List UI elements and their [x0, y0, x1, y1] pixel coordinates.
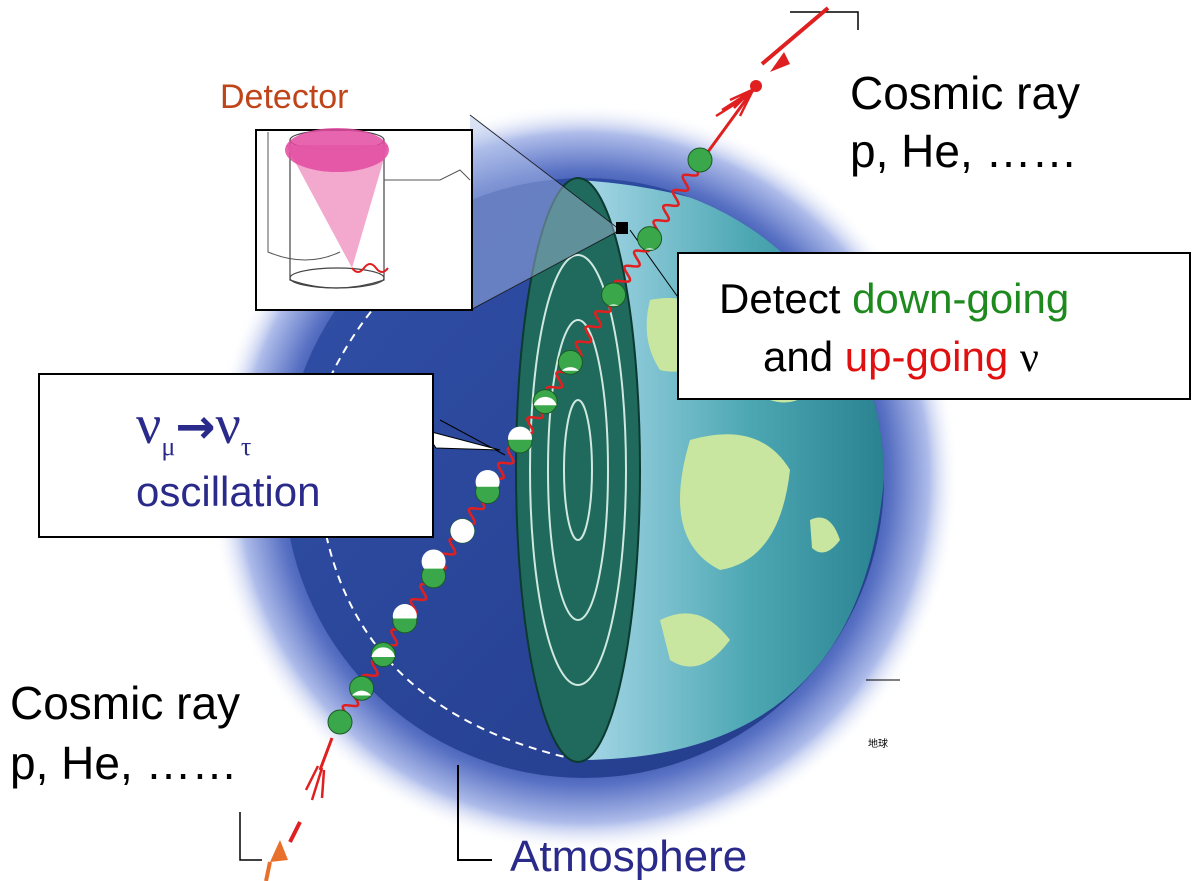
oscillation-formula: νμ→ντ: [136, 397, 251, 460]
detect-word: Detect: [719, 275, 841, 322]
cosmic-ray-top-line2: p, He, ……: [850, 125, 1078, 177]
neutrino-ball-icon: [601, 282, 627, 308]
detector-label: Detector: [220, 78, 349, 116]
nu-mu-symbol: ν: [136, 394, 162, 456]
detector-callout-wedge: [470, 115, 620, 310]
cosmic-ray-top-bracket: [790, 11, 859, 30]
tau-subscript: τ: [240, 432, 252, 462]
cosmic-ray-top-line1: Cosmic ray: [850, 67, 1081, 119]
mu-subscript: μ: [161, 432, 176, 462]
neutrino-ball-icon: [349, 675, 375, 701]
nu-tau-symbol: ν: [215, 394, 241, 456]
neutrino-ball-icon: [449, 518, 475, 544]
neutrino-symbol: ν: [1019, 335, 1039, 381]
oscillation-callout-box: νμ→ντ oscillation: [38, 373, 434, 538]
cosmic-ray-bottom-line2: p, He, ……: [10, 737, 238, 789]
neutrino-ball-icon: [507, 426, 533, 454]
detect-callout-box: Detect down-going and up-going ν: [677, 252, 1191, 400]
detector-marker: [616, 222, 628, 234]
island-nz: [810, 517, 840, 553]
neutrino-balls: [327, 147, 713, 735]
neutrino-ball-icon: [687, 147, 713, 173]
neutrino-ball-icon: [557, 349, 583, 375]
detect-line2: and up-going ν: [763, 333, 1039, 381]
atmosphere-bracket: [457, 765, 492, 861]
cosmic-ray-bottom-line1: Cosmic ray: [10, 677, 241, 729]
cosmic-ray-bottom-arrow: [264, 737, 334, 881]
and-word: and: [763, 333, 834, 380]
neutrino-ball-icon: [327, 709, 353, 735]
cosmic-ray-top-arrow: [700, 6, 830, 161]
continent-antarctica: [660, 613, 730, 667]
oscillation-arrow-icon: →: [175, 399, 216, 455]
map-small-label: 地球: [868, 739, 888, 750]
atmosphere-label: Atmosphere: [510, 832, 748, 881]
earth-cross-section: [515, 177, 641, 763]
neutrino-ball-icon: [421, 549, 447, 589]
earth-layer-outer-core: [547, 319, 609, 621]
earth-layer-mantle: [529, 254, 627, 686]
atmosphere-boundary-upper: [309, 259, 421, 431]
neutrino-ball-icon: [370, 642, 396, 668]
earth-layer-inner-core: [563, 399, 593, 541]
neutrino-ball-icon: [532, 389, 558, 415]
detector-inset: [255, 128, 473, 311]
neutrino-ball-icon: [637, 226, 663, 252]
cherenkov-cone-icon: [286, 145, 388, 268]
neutrino-ball-icon: [475, 469, 501, 505]
neutrino-ball-icon: [392, 604, 418, 634]
oscillation-word: oscillation: [136, 468, 321, 515]
cosmic-ray-bottom-bracket: [239, 812, 262, 861]
continent-australia: [680, 434, 790, 570]
down-going-word: down-going: [852, 275, 1070, 322]
detector-callout-line: [469, 114, 621, 231]
up-going-word: up-going: [844, 333, 1009, 380]
detector-callout-line-lower: [469, 229, 621, 311]
detect-line1: Detect down-going: [719, 278, 1069, 320]
